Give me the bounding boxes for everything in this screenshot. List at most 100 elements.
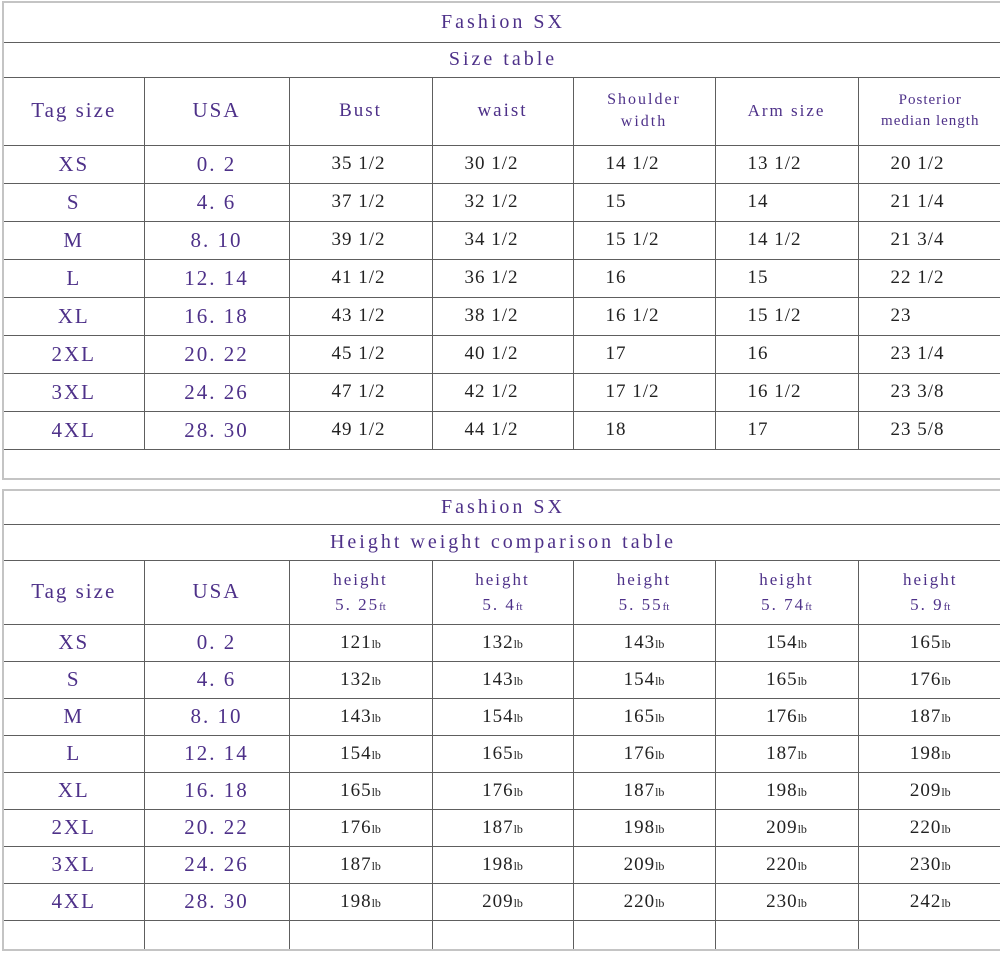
tag-size-cell: S <box>3 183 144 221</box>
weight-unit: lb <box>655 859 664 873</box>
tag-size-cell: XL <box>3 297 144 335</box>
height-value: 5. 4ft <box>433 592 573 618</box>
weight-unit: lb <box>941 785 950 799</box>
shoulder-width-cell: 14 1/2 <box>573 145 715 183</box>
weight-unit: lb <box>655 674 664 688</box>
bust-cell: 41 1/2 <box>289 259 432 297</box>
empty-cell <box>3 449 1000 479</box>
weight-unit: lb <box>798 637 807 651</box>
weight-unit: lb <box>798 896 807 910</box>
weight-unit: lb <box>372 785 381 799</box>
empty-cell <box>289 920 432 950</box>
tag-size-cell: 2XL <box>3 335 144 373</box>
weight-unit: lb <box>514 748 523 762</box>
weight-unit: lb <box>798 785 807 799</box>
weight-cell: 198lb <box>573 809 715 846</box>
height-weight-table-title-row: Height weight comparison table <box>3 524 1000 560</box>
weight-cell: 198lb <box>715 772 858 809</box>
usa-cell: 20. 22 <box>144 335 289 373</box>
height-unit: ft <box>663 601 670 613</box>
usa-cell: 0. 2 <box>144 145 289 183</box>
tag-size-cell: S <box>3 661 144 698</box>
height-label: height <box>433 567 573 593</box>
height-value: 5. 55ft <box>574 592 715 618</box>
weight-unit: lb <box>372 822 381 836</box>
empty-cell <box>715 920 858 950</box>
height-label: height <box>859 567 1000 593</box>
waist-cell: 40 1/2 <box>432 335 573 373</box>
usa-cell: 28. 30 <box>144 883 289 920</box>
shoulder-width-cell: 17 1/2 <box>573 373 715 411</box>
weight-unit: lb <box>941 637 950 651</box>
arm-size-cell: 15 <box>715 259 858 297</box>
posterior-median-length-cell: 21 1/4 <box>858 183 1000 221</box>
arm-size-cell: 14 1/2 <box>715 221 858 259</box>
usa-cell: 16. 18 <box>144 772 289 809</box>
weight-unit: lb <box>941 711 950 725</box>
weight-cell: 176lb <box>715 698 858 735</box>
usa-cell: 12. 14 <box>144 259 289 297</box>
weight-unit: lb <box>372 674 381 688</box>
weight-unit: lb <box>372 711 381 725</box>
weight-cell: 165lb <box>715 661 858 698</box>
tag-size-cell: 3XL <box>3 846 144 883</box>
tag-size-cell: L <box>3 259 144 297</box>
weight-cell: 220lb <box>573 883 715 920</box>
weight-cell: 187lb <box>715 735 858 772</box>
waist-cell: 38 1/2 <box>432 297 573 335</box>
weight-unit: lb <box>655 748 664 762</box>
weight-unit: lb <box>655 785 664 799</box>
usa-cell: 16. 18 <box>144 297 289 335</box>
posterior-median-length-cell: 20 1/2 <box>858 145 1000 183</box>
weight-cell: 198lb <box>432 846 573 883</box>
weight-cell: 187lb <box>858 698 1000 735</box>
usa-cell: 12. 14 <box>144 735 289 772</box>
weight-unit: lb <box>798 822 807 836</box>
height-weight-table-brand: Fashion SX <box>3 490 1000 524</box>
bust-cell: 49 1/2 <box>289 411 432 449</box>
posterior-median-length-cell: 23 <box>858 297 1000 335</box>
weight-cell: 143lb <box>432 661 573 698</box>
weight-unit: lb <box>655 822 664 836</box>
weight-unit: lb <box>798 748 807 762</box>
height-unit: ft <box>516 601 523 613</box>
weight-cell: 176lb <box>573 735 715 772</box>
usa-cell: 4. 6 <box>144 661 289 698</box>
weight-unit: lb <box>372 859 381 873</box>
tag-size-cell: XL <box>3 772 144 809</box>
tag-size-cell: XS <box>3 624 144 661</box>
weight-unit: lb <box>514 896 523 910</box>
weight-unit: lb <box>514 785 523 799</box>
waist-header: waist <box>432 77 573 145</box>
weight-unit: lb <box>941 896 950 910</box>
weight-cell: 209lb <box>858 772 1000 809</box>
bust-cell: 43 1/2 <box>289 297 432 335</box>
arm-size-cell: 13 1/2 <box>715 145 858 183</box>
height-value: 5. 74ft <box>716 592 858 618</box>
waist-cell: 30 1/2 <box>432 145 573 183</box>
bust-cell: 39 1/2 <box>289 221 432 259</box>
weight-unit: lb <box>372 748 381 762</box>
bust-cell: 47 1/2 <box>289 373 432 411</box>
waist-cell: 34 1/2 <box>432 221 573 259</box>
tag-size-cell: 4XL <box>3 883 144 920</box>
waist-cell: 42 1/2 <box>432 373 573 411</box>
empty-cell <box>3 920 144 950</box>
tag-size-cell: XS <box>3 145 144 183</box>
weight-cell: 165lb <box>432 735 573 772</box>
weight-cell: 198lb <box>858 735 1000 772</box>
height-weight-table: Fashion SX Height weight comparison tabl… <box>2 489 1000 951</box>
usa-header: USA <box>144 560 289 624</box>
weight-cell: 165lb <box>858 624 1000 661</box>
